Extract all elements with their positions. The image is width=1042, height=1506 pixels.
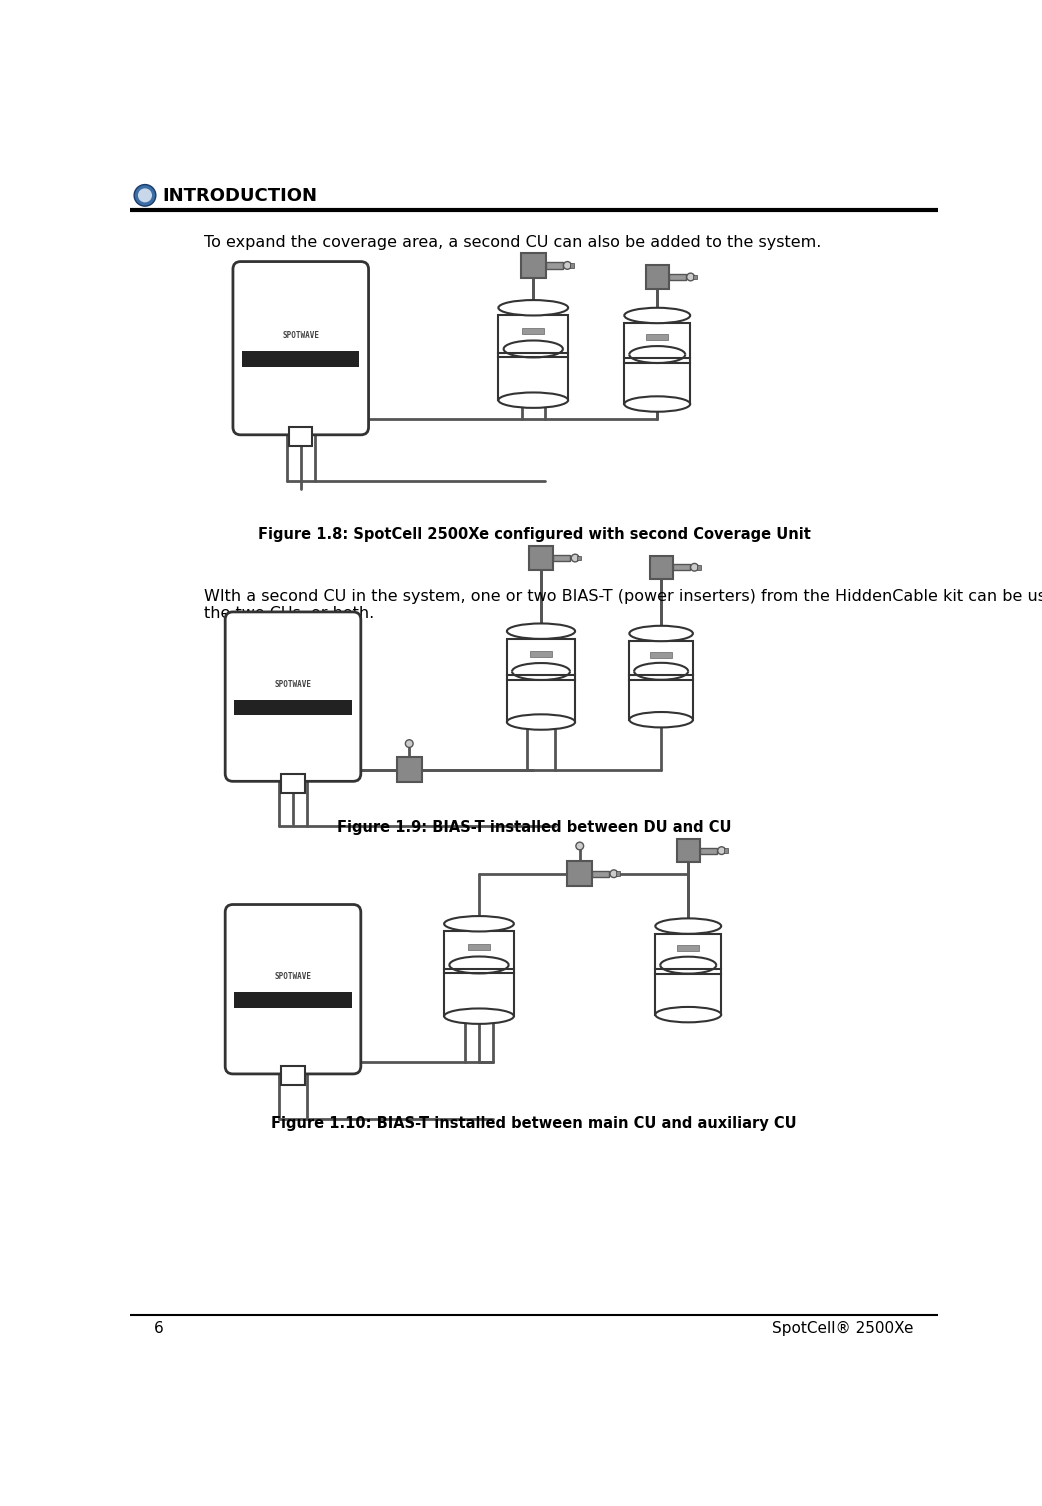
Bar — [697, 565, 700, 569]
Bar — [669, 274, 686, 280]
Text: SPOTWAVE: SPOTWAVE — [274, 679, 312, 688]
Bar — [655, 934, 721, 1015]
Ellipse shape — [718, 846, 725, 854]
Bar — [724, 848, 727, 852]
Ellipse shape — [134, 185, 156, 206]
Text: WIth a second CU in the system, one or two BIAS-T (power inserters) from the Hid: WIth a second CU in the system, one or t… — [204, 589, 1042, 604]
Text: Figure 1.9: BIAS-T installed between DU and CU: Figure 1.9: BIAS-T installed between DU … — [337, 819, 731, 834]
FancyBboxPatch shape — [225, 611, 361, 782]
Bar — [577, 556, 581, 560]
Ellipse shape — [629, 712, 693, 727]
Bar — [677, 944, 699, 952]
Bar — [281, 1066, 304, 1086]
Bar — [693, 274, 697, 279]
Bar — [570, 264, 573, 268]
FancyBboxPatch shape — [225, 905, 361, 1074]
Bar — [522, 328, 544, 334]
Bar — [530, 651, 552, 657]
Text: To expand the coverage area, a second CU can also be added to the system.: To expand the coverage area, a second CU… — [204, 235, 821, 250]
Bar — [650, 652, 672, 658]
Bar — [649, 556, 673, 578]
Bar — [234, 992, 351, 1008]
Ellipse shape — [564, 262, 571, 270]
Bar — [281, 774, 304, 792]
Text: the two CUs, or both.: the two CUs, or both. — [204, 605, 374, 620]
Text: Figure 1.8: SpotCell 2500Xe configured with second Coverage Unit: Figure 1.8: SpotCell 2500Xe configured w… — [257, 527, 811, 542]
Text: INTRODUCTION: INTRODUCTION — [163, 187, 318, 205]
Bar — [234, 700, 351, 715]
Bar — [624, 324, 690, 404]
FancyBboxPatch shape — [233, 262, 369, 435]
Bar — [646, 334, 668, 340]
Ellipse shape — [498, 300, 568, 315]
Ellipse shape — [506, 623, 575, 639]
Bar — [567, 861, 592, 886]
Text: SPOTWAVE: SPOTWAVE — [282, 331, 319, 340]
Bar — [546, 262, 563, 268]
Ellipse shape — [444, 916, 514, 932]
Bar — [444, 932, 514, 1017]
Bar — [506, 639, 575, 721]
Bar — [468, 944, 490, 950]
Bar — [553, 554, 570, 562]
Bar — [528, 545, 553, 571]
Ellipse shape — [691, 563, 698, 571]
Bar — [498, 315, 568, 401]
Bar — [616, 872, 620, 876]
Ellipse shape — [138, 188, 152, 202]
Bar — [700, 848, 717, 854]
Ellipse shape — [506, 714, 575, 730]
Ellipse shape — [655, 919, 721, 934]
Ellipse shape — [610, 870, 618, 878]
Ellipse shape — [629, 626, 693, 642]
Text: SpotCell® 2500Xe: SpotCell® 2500Xe — [771, 1321, 913, 1336]
Bar — [521, 253, 546, 277]
Bar — [673, 565, 690, 571]
Ellipse shape — [444, 1009, 514, 1024]
Ellipse shape — [624, 307, 690, 324]
Bar — [646, 265, 669, 289]
Ellipse shape — [687, 273, 694, 280]
Bar — [676, 839, 700, 861]
Bar — [629, 642, 693, 720]
Ellipse shape — [498, 393, 568, 408]
Bar — [397, 758, 422, 782]
Text: SPOTWAVE: SPOTWAVE — [274, 973, 312, 982]
Ellipse shape — [405, 739, 413, 747]
Text: 6: 6 — [153, 1321, 164, 1336]
Ellipse shape — [571, 554, 579, 562]
Ellipse shape — [624, 396, 690, 411]
Bar — [242, 351, 359, 367]
Ellipse shape — [576, 842, 584, 849]
Ellipse shape — [655, 1008, 721, 1023]
Bar — [592, 870, 610, 876]
Text: Figure 1.10: BIAS-T installed between main CU and auxiliary CU: Figure 1.10: BIAS-T installed between ma… — [271, 1116, 797, 1131]
Bar — [289, 428, 313, 446]
